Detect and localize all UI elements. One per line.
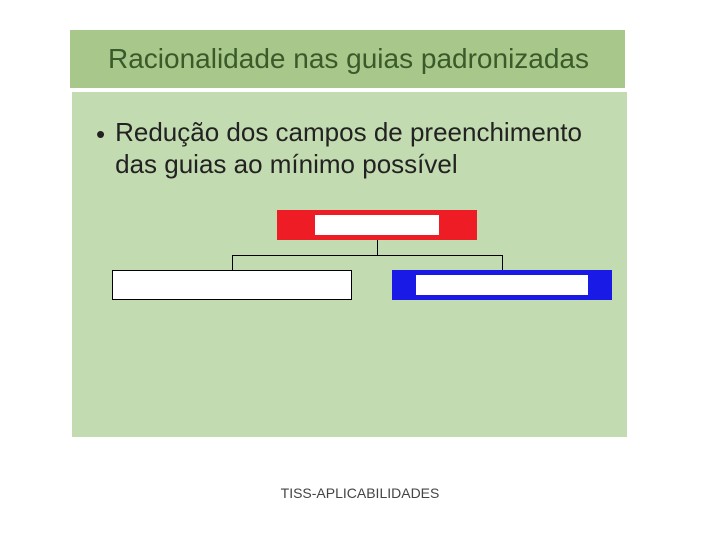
diagram-node-inner-root <box>315 215 439 235</box>
bullet-text: Redução dos campos de preenchimento das … <box>115 116 607 180</box>
diagram-node-inner-right <box>416 275 588 295</box>
connector <box>377 240 378 255</box>
diagram-node-inner-left <box>121 276 345 296</box>
slide-title: Racionalidade nas guias padronizadas <box>108 43 589 75</box>
connector <box>232 255 233 270</box>
org-diagram <box>72 210 627 330</box>
title-bar: Racionalidade nas guias padronizadas <box>70 30 625 88</box>
connector <box>502 255 503 270</box>
diagram-node-left <box>112 270 352 300</box>
diagram-node-right <box>392 270 612 300</box>
footer-text: TISS-APLICABILIDADES <box>0 485 720 501</box>
slide: Racionalidade nas guias padronizadas • R… <box>0 0 720 540</box>
diagram-node-root <box>277 210 477 240</box>
bullet-item: • Redução dos campos de preenchimento da… <box>96 116 607 180</box>
connector <box>232 255 502 256</box>
bullet-marker: • <box>96 118 105 150</box>
